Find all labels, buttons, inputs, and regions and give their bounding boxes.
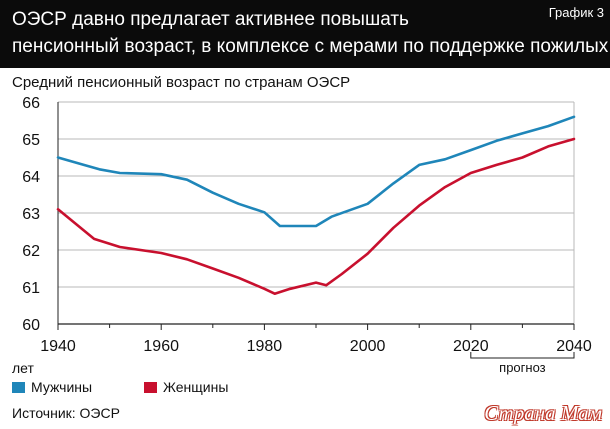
chart-number-tag: График 3 <box>548 5 604 20</box>
forecast-bracket <box>470 352 575 359</box>
y-tick-label: 65 <box>22 132 40 149</box>
legend-label-women: Женщины <box>163 379 229 395</box>
y-tick-label: 66 <box>22 95 40 112</box>
watermark-logo: Страна Мам <box>484 401 602 425</box>
legend-item-men: Мужчины <box>12 379 92 395</box>
legend-label-men: Мужчины <box>31 379 93 395</box>
x-tick-label: 1940 <box>40 338 76 355</box>
x-tick-label: 1980 <box>247 338 283 355</box>
y-tick-label: 64 <box>22 169 40 186</box>
title-line-1: ОЭСР давно предлагает активнее повышать <box>12 9 409 30</box>
x-axis-unit-label: лет <box>12 360 34 376</box>
x-tick-label: 2040 <box>556 338 592 355</box>
x-tick-label: 1960 <box>143 338 179 355</box>
x-tick-label: 2020 <box>453 338 489 355</box>
legend-swatch-men <box>12 381 25 393</box>
source-note: Источник: ОЭСР <box>12 405 120 421</box>
title-line-2: пенсионный возраст, в комплексе с мерами… <box>12 36 609 57</box>
y-tick-label: 62 <box>22 243 40 260</box>
forecast-label: прогноз <box>499 360 546 375</box>
x-tick-label: 2000 <box>350 338 386 355</box>
legend-swatch-women <box>144 381 157 393</box>
header-bar <box>0 0 610 68</box>
series-line-men <box>56 115 576 228</box>
chart-title: Средний пенсионный возраст по странам ОЭ… <box>12 74 351 91</box>
page-title: ОЭСР давно предлагает активнее повышать … <box>12 6 609 60</box>
series-line-women <box>56 137 576 295</box>
y-tick-label: 61 <box>22 280 40 297</box>
y-tick-label: 63 <box>22 206 40 223</box>
legend-item-women: Женщины <box>144 379 228 395</box>
y-tick-label: 60 <box>22 317 40 334</box>
